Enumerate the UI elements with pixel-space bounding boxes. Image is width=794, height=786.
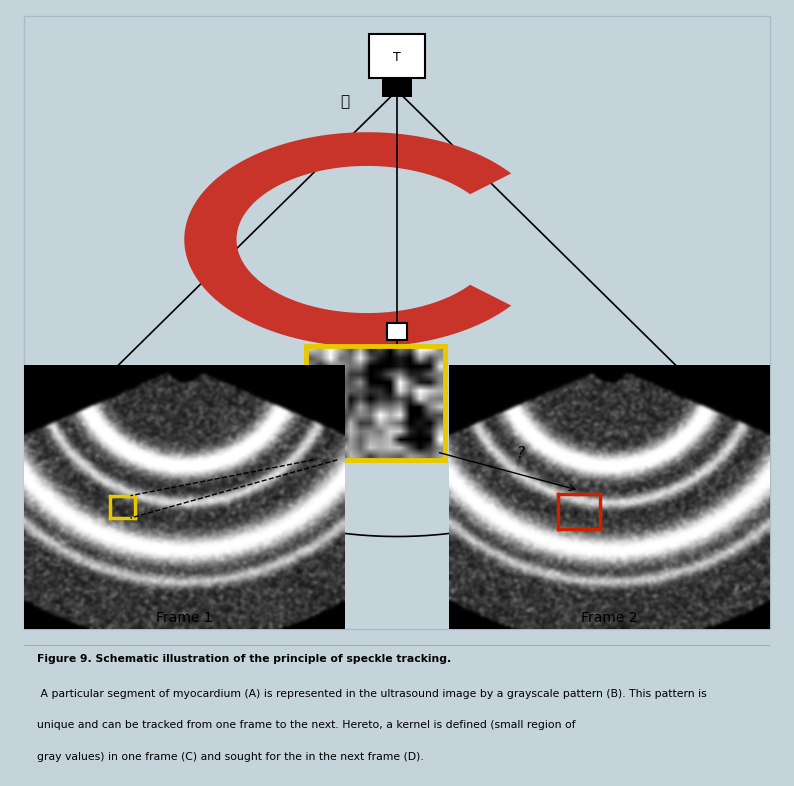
Bar [382, 77, 412, 97]
Bar [368, 34, 426, 79]
Text: ?: ? [516, 446, 524, 461]
Text: Ⓒ: Ⓒ [64, 370, 73, 385]
Text: Figure 9. Schematic illustration of the principle of speckle tracking.: Figure 9. Schematic illustration of the … [37, 654, 452, 664]
Text: Ⓑ: Ⓑ [273, 398, 282, 413]
Text: T: T [393, 51, 401, 64]
Text: Frame 2: Frame 2 [581, 611, 638, 625]
Text: Ⓐ: Ⓐ [340, 94, 349, 109]
Bar [387, 323, 407, 340]
Text: unique and can be tracked from one frame to the next. Hereto, a kernel is define: unique and can be tracked from one frame… [37, 720, 576, 730]
Text: Ⓓ: Ⓓ [661, 370, 670, 385]
Text: gray values) in one frame (C) and sought for the in the next frame (D).: gray values) in one frame (C) and sought… [37, 752, 424, 762]
Polygon shape [184, 132, 511, 347]
Text: A particular segment of myocardium (A) is represented in the ultrasound image by: A particular segment of myocardium (A) i… [37, 689, 707, 699]
Text: Frame 1: Frame 1 [156, 611, 213, 625]
